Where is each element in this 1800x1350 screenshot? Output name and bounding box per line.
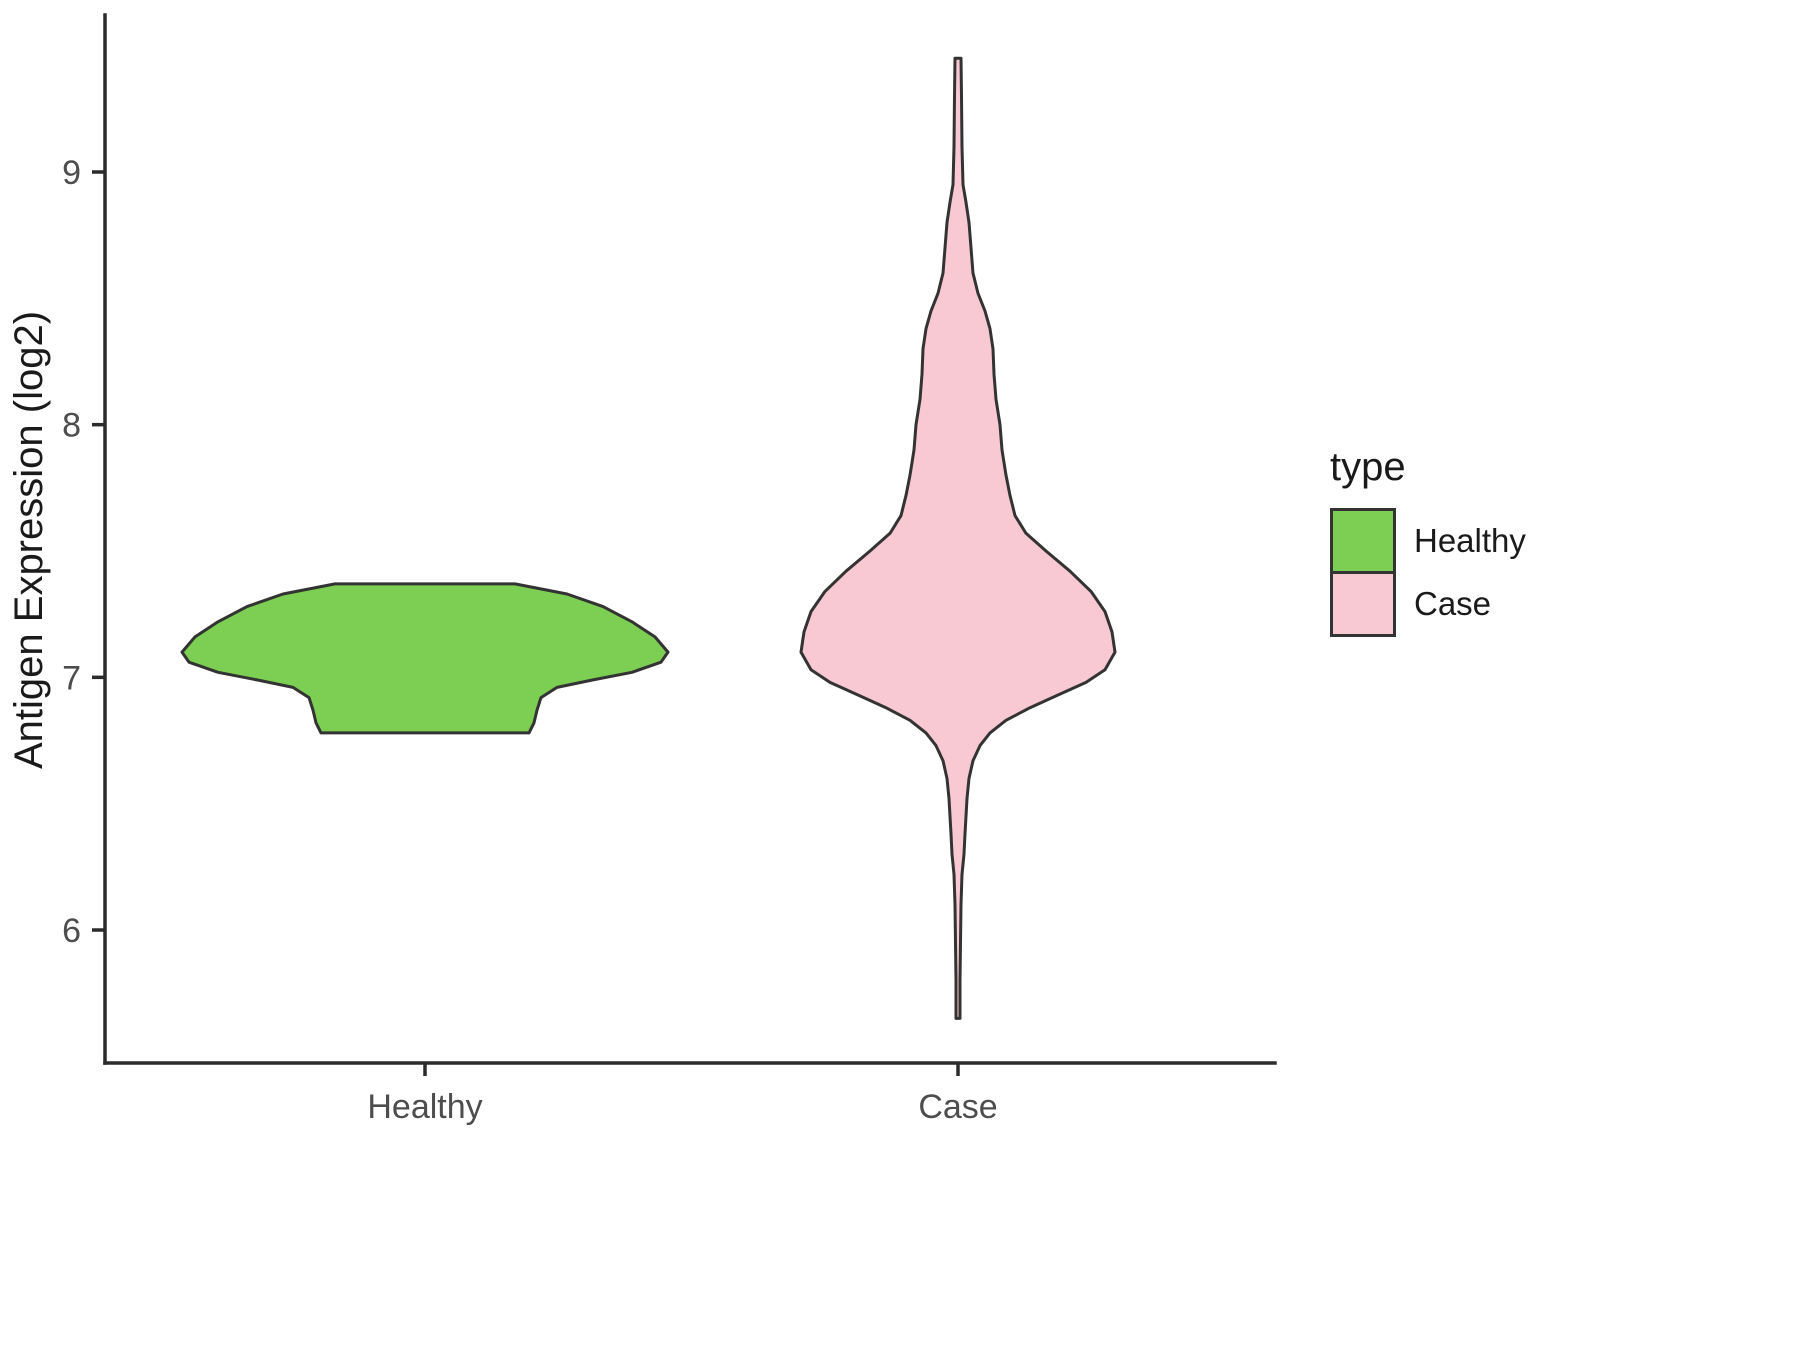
violins-layer: [180, 56, 1117, 1020]
legend-entry-case: Case: [1330, 571, 1526, 637]
legend-title: type: [1330, 445, 1406, 489]
y-axis-title: Antigen Expression (log2): [7, 311, 51, 769]
x-category-label: Case: [918, 1088, 997, 1126]
legend-swatch-healthy: [1330, 508, 1396, 574]
legend-swatch-case: [1330, 571, 1396, 637]
violin-healthy: [180, 582, 670, 735]
y-tick-label: 6: [62, 912, 81, 950]
legend-label-case: Case: [1414, 585, 1492, 622]
y-tick-label: 9: [62, 154, 81, 192]
x-category-label: Healthy: [367, 1088, 482, 1126]
legend-entry-healthy: Healthy: [1330, 508, 1526, 574]
legend: type Healthy Case: [1330, 445, 1526, 637]
legend-label-healthy: Healthy: [1414, 522, 1526, 559]
axes-layer: 6 7 8 9 Healthy Case: [62, 13, 1277, 1126]
violin-case: [799, 56, 1117, 1020]
y-tick-label: 8: [62, 407, 81, 445]
y-tick-label: 7: [62, 659, 81, 697]
